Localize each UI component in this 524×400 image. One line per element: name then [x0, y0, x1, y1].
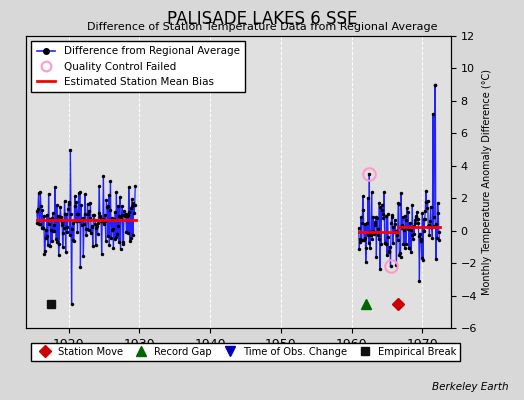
Y-axis label: Monthly Temperature Anomaly Difference (°C): Monthly Temperature Anomaly Difference (… — [483, 69, 493, 295]
Legend: Station Move, Record Gap, Time of Obs. Change, Empirical Break: Station Move, Record Gap, Time of Obs. C… — [31, 343, 461, 361]
Text: Berkeley Earth: Berkeley Earth — [432, 382, 508, 392]
Text: PALISADE LAKES 6 SSE: PALISADE LAKES 6 SSE — [167, 10, 357, 28]
Text: Difference of Station Temperature Data from Regional Average: Difference of Station Temperature Data f… — [87, 22, 437, 32]
